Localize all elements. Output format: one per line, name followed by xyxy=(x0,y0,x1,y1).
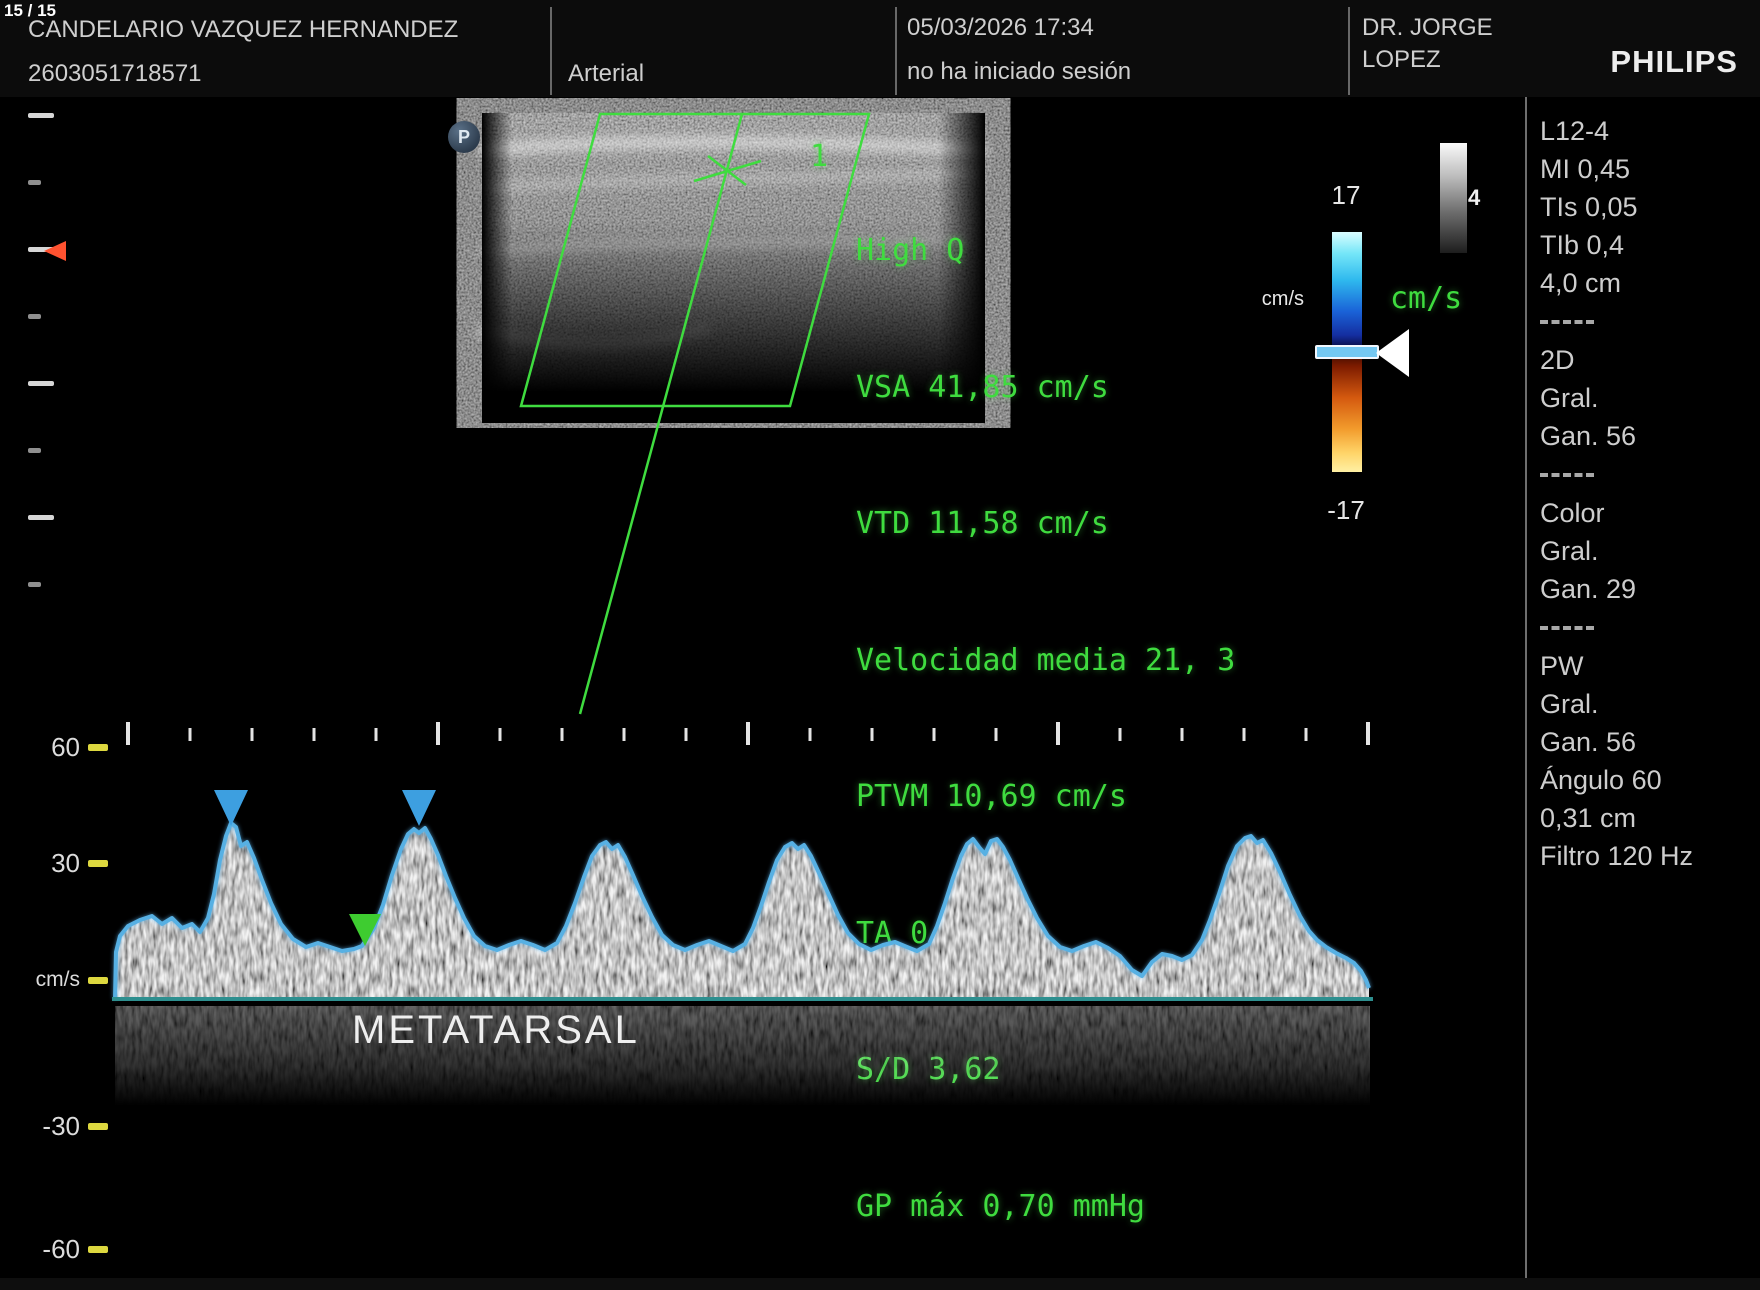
sidebar-item-2d-gain[interactable]: Gan. 56 xyxy=(1540,421,1637,451)
physician-name: LOPEZ xyxy=(1362,46,1441,73)
b-mode-image[interactable] xyxy=(400,97,1060,722)
measurement-line: VTD 11,58 cm/s xyxy=(856,506,1109,541)
sidebar-item-tis: TIs 0,05 xyxy=(1540,192,1638,222)
sidebar-item-mi: MI 0,45 xyxy=(1540,154,1631,184)
sidebar-item-wall-filter[interactable]: Filtro 120 Hz xyxy=(1540,841,1694,871)
colorbar-min-label: -17 xyxy=(1327,495,1365,525)
session-status: no ha iniciado sesión xyxy=(907,58,1132,85)
systole-marker-icon[interactable] xyxy=(402,790,436,826)
philips-logo: PHILIPS xyxy=(1610,44,1738,79)
yaxis-tick xyxy=(88,1246,108,1253)
sidebar-item-depth: 4,0 cm xyxy=(1540,268,1622,298)
sidebar-item-2d-preset[interactable]: Gral. xyxy=(1540,383,1599,413)
time-axis-ticks xyxy=(126,722,1370,745)
annotation-label: METATARSAL xyxy=(352,1008,640,1052)
bottom-strip xyxy=(0,1278,1760,1290)
gate-number: 1 xyxy=(810,139,829,174)
auto-trace-outline xyxy=(113,821,1371,1000)
yaxis-tick xyxy=(88,744,108,751)
sidebar-separator xyxy=(1540,455,1755,494)
diastole-marker-icon[interactable] xyxy=(349,914,381,946)
yaxis-tick xyxy=(88,860,108,867)
sidebar-item-color-preset[interactable]: Gral. xyxy=(1540,536,1599,566)
spectral-doppler-display[interactable] xyxy=(0,690,1420,1290)
colorbar-unit-label: cm/s xyxy=(1261,288,1304,310)
probe-badge-icon[interactable]: P xyxy=(448,121,480,153)
systole-marker-icon[interactable] xyxy=(214,790,248,826)
settings-sidebar: L12-4 MI 0,45 TIs 0,05 TIb 0,4 4,0 cm 2D… xyxy=(1540,112,1755,875)
sidebar-item-gate-size[interactable]: 0,31 cm xyxy=(1540,803,1637,833)
physician-name: DR. JORGE xyxy=(1362,14,1493,41)
gray-scale-bar xyxy=(1440,143,1467,253)
sidebar-item-pw-gain[interactable]: Gan. 56 xyxy=(1540,727,1637,757)
measurement-line: GP máx 0,70 mmHg xyxy=(856,1188,1145,1224)
sidebar-item-color[interactable]: Color xyxy=(1540,498,1605,528)
baseline-marker[interactable] xyxy=(1315,345,1379,359)
sidebar-item-probe: L12-4 xyxy=(1540,116,1610,146)
doppler-cursor-line[interactable] xyxy=(578,113,744,715)
graybar-label: 4 xyxy=(1468,185,1481,210)
measurement-line: VSA 41,85 cm/s xyxy=(856,369,1109,405)
yaxis-label: -30 xyxy=(42,1111,80,1141)
yaxis-tick xyxy=(88,977,108,984)
cine-page-indicator: 15 / 15 xyxy=(4,1,56,20)
yaxis-label: cm/s xyxy=(35,968,80,991)
sidebar-divider xyxy=(1525,97,1527,1290)
measurement-line: PTVM 10,69 cm/s xyxy=(856,779,1127,814)
baseline-pointer-icon[interactable] xyxy=(1376,329,1409,377)
reverse-flow-noise xyxy=(115,1006,1370,1106)
color-roi-box[interactable] xyxy=(519,112,871,408)
velocity-unit-label: cm/s xyxy=(1390,281,1463,316)
sidebar-separator xyxy=(1540,608,1755,647)
sidebar-item-pw[interactable]: PW xyxy=(1540,651,1584,681)
colorbar-max-label: 17 xyxy=(1331,180,1361,210)
yaxis-tick xyxy=(88,1123,108,1130)
sidebar-item-pw-preset[interactable]: Gral. xyxy=(1540,689,1599,719)
sidebar-item-color-gain[interactable]: Gan. 29 xyxy=(1540,574,1637,604)
patient-id: 2603051718571 xyxy=(28,60,202,87)
sidebar-item-2d[interactable]: 2D xyxy=(1540,345,1575,375)
header-divider xyxy=(895,7,897,95)
spectral-waveform xyxy=(110,815,1375,1005)
header-divider xyxy=(1348,7,1350,95)
measurement-line: High Q xyxy=(856,233,965,268)
focus-marker-icon[interactable] xyxy=(44,241,66,261)
depth-ruler xyxy=(28,113,66,587)
sidebar-item-tib: TIb 0,4 xyxy=(1540,230,1625,260)
datetime: 05/03/2026 17:34 xyxy=(907,14,1094,41)
patient-name: CANDELARIO VAZQUEZ HERNANDEZ xyxy=(28,16,459,43)
yaxis-label: 60 xyxy=(51,732,80,762)
sidebar-item-angle[interactable]: Ángulo 60 xyxy=(1540,765,1662,795)
measurement-line: Velocidad media 21, 3 xyxy=(856,642,1236,678)
header-bar: CANDELARIO VAZQUEZ HERNANDEZ 26030517185… xyxy=(0,0,1760,97)
sample-gate-marker[interactable] xyxy=(693,155,762,186)
sidebar-separator xyxy=(1540,302,1755,341)
yaxis-label: -60 xyxy=(42,1234,80,1264)
header-divider xyxy=(550,7,552,95)
study-type: Arterial xyxy=(568,60,645,87)
yaxis-label: 30 xyxy=(51,848,80,878)
tissue-speckle xyxy=(477,113,989,423)
